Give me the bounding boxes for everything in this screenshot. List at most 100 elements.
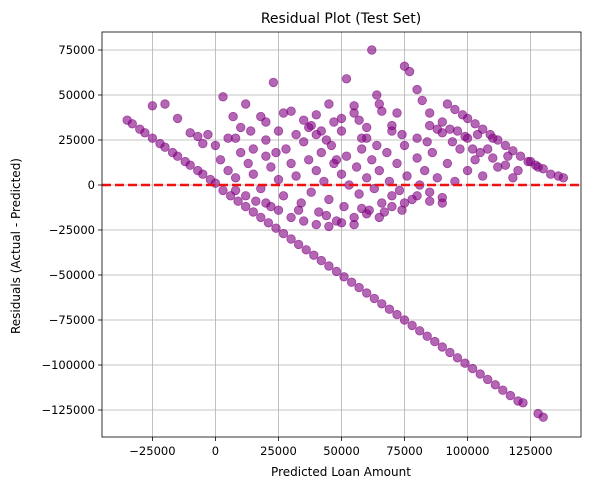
x-axis-ticks: −25000 0 25000 50000 75000 100000 125000 bbox=[129, 437, 553, 458]
scatter-point bbox=[377, 198, 387, 208]
scatter-point bbox=[256, 212, 266, 223]
scatter-point bbox=[286, 234, 296, 244]
scatter-point bbox=[478, 171, 488, 181]
scatter-point bbox=[268, 77, 279, 88]
scatter-point bbox=[341, 74, 352, 84]
scatter-point bbox=[291, 171, 301, 181]
scatter-point bbox=[483, 374, 493, 385]
scatter-point bbox=[321, 135, 332, 145]
scatter-point bbox=[538, 412, 548, 422]
scatter-point bbox=[425, 196, 435, 206]
scatter-point bbox=[281, 144, 291, 154]
y-tick-label: −100000 bbox=[41, 358, 95, 372]
scatter-point bbox=[412, 191, 422, 201]
scatter-point bbox=[357, 133, 367, 143]
scatter-point bbox=[372, 140, 382, 151]
scatter-point bbox=[286, 106, 296, 116]
scatter-point bbox=[417, 95, 427, 106]
scatter-point bbox=[299, 216, 309, 226]
scatter-point bbox=[437, 117, 448, 127]
scatter-point bbox=[407, 320, 417, 331]
scatter-point bbox=[500, 160, 511, 170]
scatter-point bbox=[452, 126, 463, 136]
scatter-point bbox=[185, 128, 195, 138]
x-tick-label: 50000 bbox=[323, 444, 360, 458]
scatter-point bbox=[293, 205, 304, 215]
scatter-point bbox=[235, 147, 246, 158]
scatter-point bbox=[223, 165, 233, 176]
scatter-point bbox=[299, 115, 309, 125]
scatter-point bbox=[336, 169, 347, 179]
scatter-point bbox=[346, 277, 357, 287]
scatter-point bbox=[245, 126, 256, 136]
scatter-point bbox=[357, 203, 367, 214]
scatter-point bbox=[324, 99, 334, 109]
scatter-point bbox=[331, 155, 342, 165]
y-axis-ticks: −125000 −100000 −75000 −50000 −25000 0 25000 50… bbox=[41, 43, 102, 417]
scatter-point bbox=[397, 205, 407, 215]
scatter-point bbox=[240, 191, 251, 201]
scatter-point bbox=[515, 151, 526, 161]
scatter-point bbox=[498, 385, 508, 395]
scatter-point bbox=[251, 196, 261, 206]
scatter-point bbox=[362, 122, 372, 133]
scatter-point bbox=[369, 183, 380, 194]
y-tick-label: −75000 bbox=[49, 313, 95, 327]
scatter-point bbox=[399, 315, 410, 325]
scatter-point bbox=[278, 228, 289, 239]
scatter-point bbox=[513, 165, 523, 176]
scatter-point bbox=[230, 185, 241, 196]
scatter-point bbox=[172, 151, 183, 161]
scatter-point bbox=[384, 304, 395, 314]
scatter-point bbox=[460, 358, 470, 368]
scatter-point bbox=[261, 151, 271, 161]
scatter-point bbox=[203, 129, 213, 140]
scatter-point bbox=[462, 165, 473, 176]
scatter-point bbox=[311, 129, 322, 140]
y-tick-label: 0 bbox=[88, 178, 95, 192]
scatter-point bbox=[493, 162, 503, 172]
scatter-point bbox=[387, 191, 397, 201]
scatter-point bbox=[367, 155, 377, 165]
scatter-point bbox=[291, 129, 301, 140]
scatter-point bbox=[261, 117, 271, 127]
scatter-point bbox=[321, 210, 332, 221]
scatter-point bbox=[420, 165, 430, 176]
scatter-point bbox=[455, 144, 465, 154]
scatter-point bbox=[228, 111, 238, 122]
scatter-point bbox=[198, 138, 208, 149]
scatter-point bbox=[425, 187, 435, 197]
scatter-point bbox=[450, 104, 460, 115]
scatter-point bbox=[508, 173, 518, 183]
scatter-point bbox=[266, 162, 276, 172]
scatter-point bbox=[240, 99, 251, 109]
x-tick-label: 25000 bbox=[260, 444, 297, 458]
scatter-point bbox=[488, 133, 498, 143]
scatter-point bbox=[354, 282, 364, 293]
scatter-point bbox=[266, 201, 276, 212]
y-tick-label: 75000 bbox=[58, 43, 95, 57]
x-axis-label: Predicted Loan Amount bbox=[271, 465, 411, 479]
scatter-point bbox=[147, 101, 158, 111]
scatter-point bbox=[306, 187, 316, 197]
scatter-point bbox=[233, 196, 243, 206]
chart-title: Residual Plot (Test Set) bbox=[261, 11, 421, 27]
x-tick-label: 0 bbox=[212, 444, 219, 458]
scatter-point bbox=[306, 120, 316, 131]
scatter-point bbox=[349, 219, 359, 230]
scatter-point bbox=[392, 108, 402, 118]
scatter-point bbox=[273, 205, 284, 215]
scatter-point bbox=[490, 380, 501, 390]
scatter-point bbox=[387, 201, 397, 212]
scatter-point bbox=[415, 326, 425, 336]
scatter-point bbox=[427, 147, 438, 158]
scatter-point bbox=[425, 108, 435, 118]
x-tick-label: 100000 bbox=[446, 444, 490, 458]
scatter-point bbox=[349, 101, 359, 111]
scatter-point bbox=[472, 129, 483, 140]
scatter-point bbox=[437, 128, 448, 138]
scatter-point bbox=[387, 126, 397, 136]
scatter-point bbox=[339, 272, 349, 282]
scatter-point bbox=[316, 147, 327, 158]
scatter-point bbox=[447, 137, 458, 147]
